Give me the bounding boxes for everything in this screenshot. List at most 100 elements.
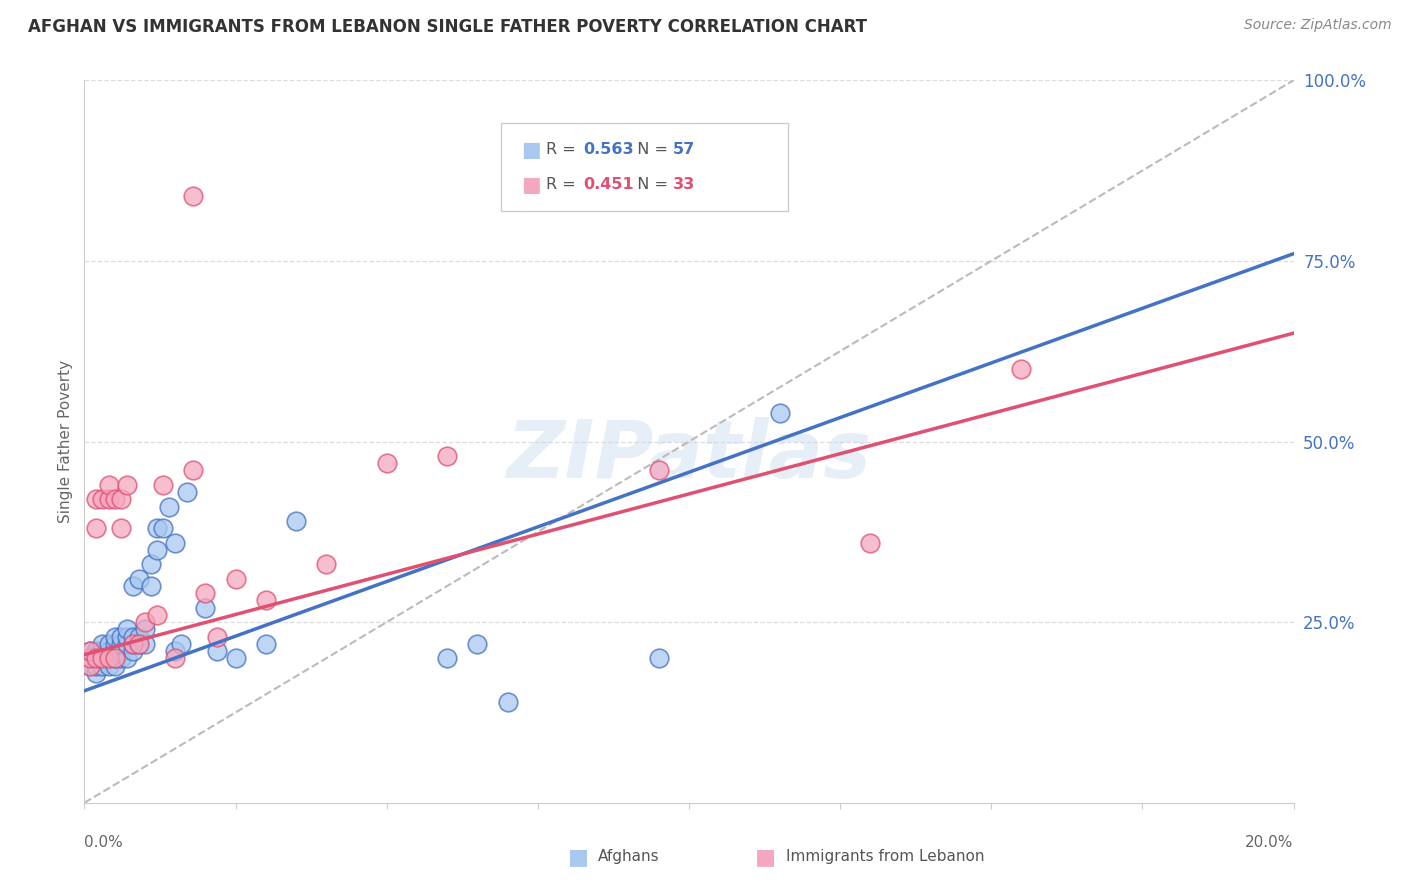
Y-axis label: Single Father Poverty: Single Father Poverty bbox=[58, 360, 73, 523]
Point bbox=[97, 651, 120, 665]
Point bbox=[194, 600, 217, 615]
Text: 20.0%: 20.0% bbox=[1246, 835, 1294, 850]
Point bbox=[91, 651, 114, 665]
Point bbox=[110, 637, 132, 651]
Point bbox=[79, 658, 101, 673]
Text: Immigrants from Lebanon: Immigrants from Lebanon bbox=[786, 849, 984, 864]
Point bbox=[97, 637, 120, 651]
Point bbox=[79, 644, 101, 658]
Text: N =: N = bbox=[627, 178, 672, 192]
Point bbox=[104, 644, 127, 658]
Point bbox=[110, 492, 132, 507]
Text: 57: 57 bbox=[673, 142, 696, 157]
Point bbox=[91, 651, 114, 665]
Point bbox=[648, 463, 671, 477]
Point bbox=[86, 658, 108, 673]
Point bbox=[128, 637, 150, 651]
Point bbox=[134, 637, 156, 651]
Point bbox=[121, 637, 143, 651]
Point bbox=[225, 651, 247, 665]
Point bbox=[165, 651, 187, 665]
Point bbox=[152, 521, 174, 535]
Point bbox=[128, 637, 150, 651]
Point bbox=[104, 630, 127, 644]
Point bbox=[110, 630, 132, 644]
Point bbox=[134, 615, 156, 630]
Point bbox=[115, 478, 138, 492]
Point bbox=[648, 651, 671, 665]
Point bbox=[86, 665, 108, 680]
Point bbox=[139, 579, 162, 593]
Point bbox=[115, 637, 138, 651]
Point bbox=[375, 456, 398, 470]
Point bbox=[128, 572, 150, 586]
Point bbox=[115, 630, 138, 644]
Point bbox=[315, 558, 337, 572]
Point bbox=[181, 189, 204, 203]
Point bbox=[121, 579, 143, 593]
Point bbox=[79, 651, 101, 665]
Point bbox=[110, 521, 132, 535]
Point bbox=[225, 572, 247, 586]
Point bbox=[79, 644, 101, 658]
Point bbox=[97, 478, 120, 492]
Point bbox=[436, 651, 458, 665]
Point bbox=[170, 637, 193, 651]
Point bbox=[194, 586, 217, 600]
Text: ZIPatlas: ZIPatlas bbox=[506, 417, 872, 495]
Point bbox=[146, 607, 169, 622]
Point bbox=[121, 644, 143, 658]
Point bbox=[104, 637, 127, 651]
Point bbox=[207, 630, 229, 644]
Point bbox=[86, 651, 108, 665]
Point bbox=[181, 463, 204, 477]
Point bbox=[769, 406, 792, 420]
Point bbox=[97, 658, 120, 673]
Point bbox=[104, 651, 127, 665]
Point bbox=[467, 637, 489, 651]
Point bbox=[86, 651, 108, 665]
Point bbox=[104, 492, 127, 507]
Text: 0.563: 0.563 bbox=[583, 142, 634, 157]
Text: ■: ■ bbox=[522, 175, 541, 194]
Point bbox=[254, 593, 277, 607]
Point bbox=[285, 514, 308, 528]
Point bbox=[97, 651, 120, 665]
Point bbox=[121, 637, 143, 651]
Text: ■: ■ bbox=[522, 140, 541, 160]
Point bbox=[146, 521, 169, 535]
Text: 0.0%: 0.0% bbox=[84, 835, 124, 850]
Point bbox=[104, 651, 127, 665]
Point bbox=[104, 658, 127, 673]
Point bbox=[146, 542, 169, 557]
Point bbox=[436, 449, 458, 463]
Point bbox=[86, 521, 108, 535]
Point bbox=[859, 535, 882, 549]
Text: ■: ■ bbox=[755, 847, 776, 867]
Point bbox=[91, 637, 114, 651]
Point bbox=[86, 644, 108, 658]
Point bbox=[152, 478, 174, 492]
Point bbox=[91, 644, 114, 658]
Point bbox=[110, 651, 132, 665]
Point bbox=[254, 637, 277, 651]
Point bbox=[157, 500, 180, 514]
Point bbox=[1011, 362, 1033, 376]
Point bbox=[79, 651, 101, 665]
Point bbox=[139, 558, 162, 572]
Text: AFGHAN VS IMMIGRANTS FROM LEBANON SINGLE FATHER POVERTY CORRELATION CHART: AFGHAN VS IMMIGRANTS FROM LEBANON SINGLE… bbox=[28, 18, 868, 36]
Point bbox=[496, 695, 519, 709]
Point bbox=[165, 644, 187, 658]
Point bbox=[110, 644, 132, 658]
Point bbox=[79, 658, 101, 673]
Text: Source: ZipAtlas.com: Source: ZipAtlas.com bbox=[1244, 18, 1392, 32]
Point bbox=[165, 535, 187, 549]
Text: R =: R = bbox=[547, 178, 581, 192]
Point bbox=[97, 492, 120, 507]
Text: 33: 33 bbox=[673, 178, 696, 192]
Point bbox=[97, 644, 120, 658]
Point bbox=[121, 630, 143, 644]
Text: R =: R = bbox=[547, 142, 581, 157]
Point bbox=[115, 651, 138, 665]
Text: 0.451: 0.451 bbox=[583, 178, 634, 192]
